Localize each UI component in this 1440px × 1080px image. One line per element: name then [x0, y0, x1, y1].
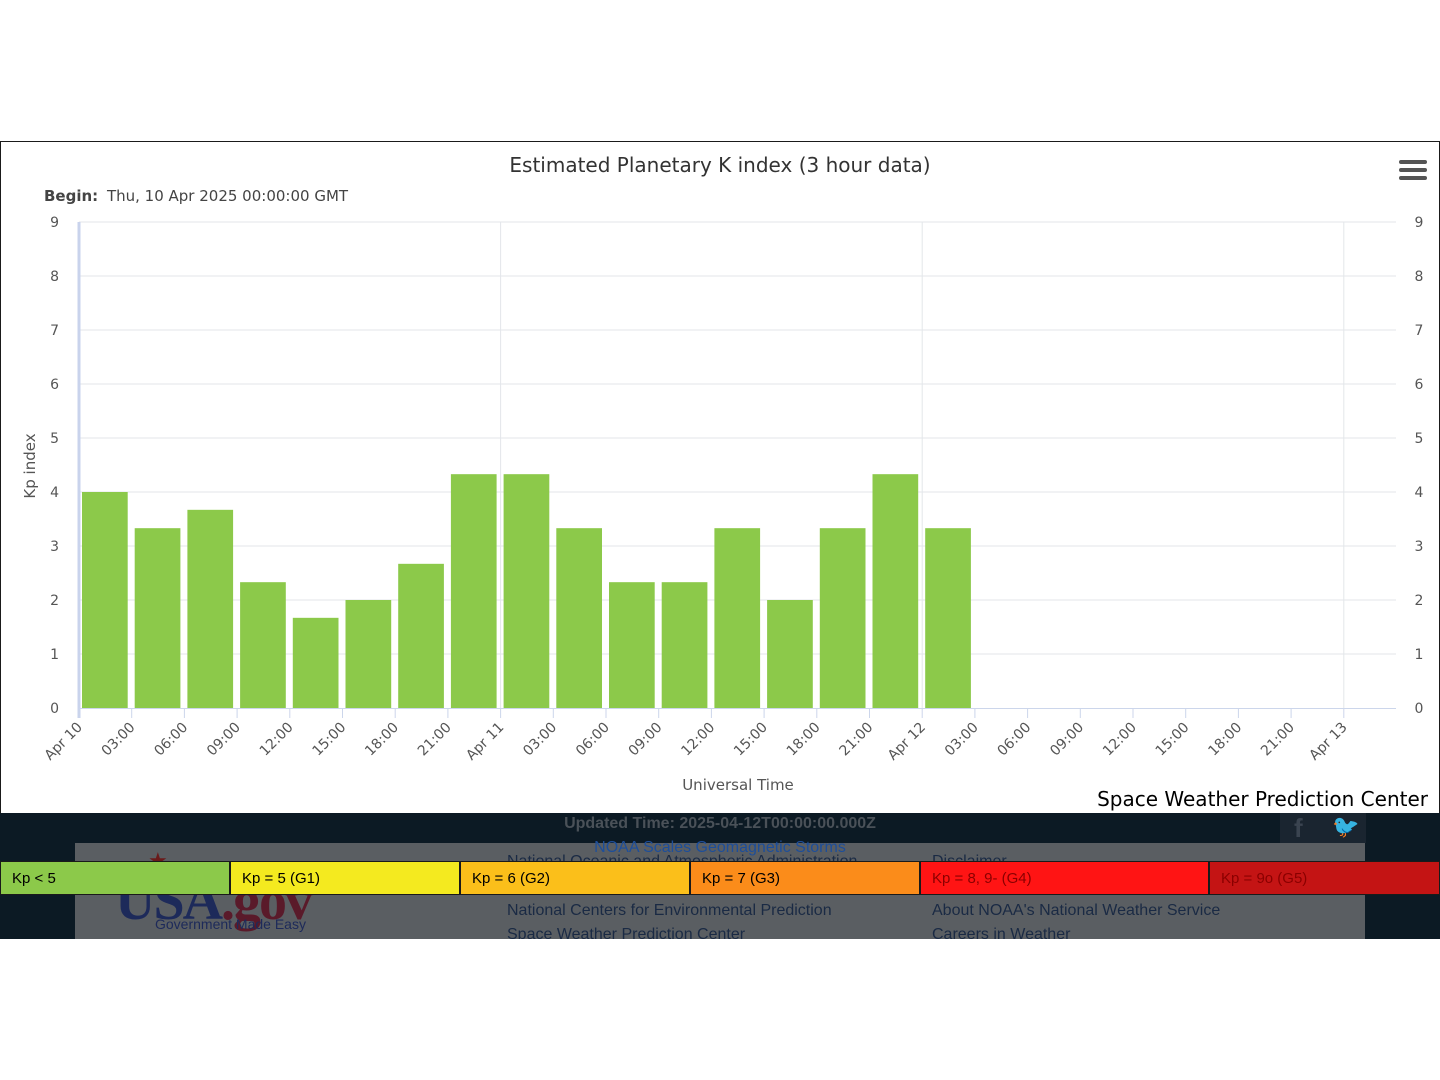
footer-link-ncep[interactable]: National Centers for Environmental Predi…	[507, 902, 832, 919]
y-tick-label: 2	[50, 593, 59, 609]
x-tick-label: 12:00	[1100, 720, 1140, 760]
kp-bar	[819, 528, 866, 708]
kp-bar	[661, 582, 708, 708]
x-tick-label: 09:00	[626, 720, 666, 760]
x-tick-label: 21:00	[836, 720, 876, 760]
legend-item: Kp = 6 (G2)	[460, 861, 690, 895]
menu-bar	[1399, 176, 1427, 180]
x-tick-label: 18:00	[362, 720, 402, 760]
kp-bar	[872, 474, 919, 708]
legend-item: Kp = 9o (G5)	[1209, 861, 1440, 895]
social-links: f 🐦	[1280, 813, 1366, 843]
y-tick-label-right: 7	[1415, 323, 1424, 339]
usa-gov-tagline: Government Made Easy	[155, 916, 306, 932]
y-tick-label: 3	[50, 539, 59, 555]
x-tick-label: 15:00	[1153, 720, 1193, 760]
x-tick-label: Apr 10	[42, 720, 86, 764]
x-tick-label: 12:00	[257, 720, 297, 760]
x-tick-label: Apr 12	[885, 720, 929, 764]
x-tick-label: 15:00	[309, 720, 349, 760]
chart-subtitle: Begin: Thu, 10 Apr 2025 00:00:00 GMT	[44, 187, 349, 205]
x-tick-label: 06:00	[995, 720, 1035, 760]
y-axis-label: Kp index	[21, 433, 39, 498]
subtitle-label: Begin:	[44, 187, 98, 205]
x-tick-label: 09:00	[1047, 720, 1087, 760]
legend-item: Kp < 5	[0, 861, 230, 895]
x-tick-label: 15:00	[731, 720, 771, 760]
kp-bar	[134, 528, 181, 708]
kp-bar	[609, 582, 655, 708]
y-tick-label: 1	[50, 647, 59, 663]
y-tick-label-right: 5	[1415, 431, 1424, 447]
menu-bar	[1399, 160, 1427, 164]
x-tick-label: 18:00	[1205, 720, 1245, 760]
kp-legend: Kp < 5 Kp = 5 (G1) Kp = 6 (G2) Kp = 7 (G3) K…	[0, 861, 1440, 897]
x-tick-label: 21:00	[1258, 720, 1298, 760]
bars	[82, 474, 971, 708]
kp-chart-svg: 0 0 1 1 2 2 3 3 4 4 5 5 6 6 7 7 8 8 9 9 Apr 10 03:00 06:00 09:0…	[21, 153, 1424, 794]
y-tick-label-right: 4	[1415, 485, 1424, 501]
x-tick-label: 03:00	[99, 720, 139, 760]
menu-bar	[1399, 168, 1427, 172]
x-tick-label: Apr 11	[463, 720, 507, 764]
chart-menu-button[interactable]	[1399, 160, 1427, 182]
kp-bar	[82, 492, 128, 708]
chart-title: Estimated Planetary K index (3 hour data…	[509, 153, 930, 177]
kp-chart: 0 0 1 1 2 2 3 3 4 4 5 5 6 6 7 7 8 8 9 9 Apr 10 03:00 06:00 09:0…	[0, 141, 1440, 814]
x-tick-label: Apr 13	[1306, 720, 1350, 764]
x-axis-label: Universal Time	[682, 776, 794, 794]
subtitle-value: Thu, 10 Apr 2025 00:00:00 GMT	[106, 187, 349, 205]
x-tick-label: 06:00	[151, 720, 191, 760]
noaa-scales-link[interactable]: NOAA Scales Geomagnetic Storms	[594, 839, 846, 856]
kp-bar	[503, 474, 550, 708]
kp-bar	[187, 509, 234, 708]
footer-link-about-nws[interactable]: About NOAA's National Weather Service	[932, 902, 1221, 919]
kp-bar	[398, 563, 444, 708]
x-tick-label: 18:00	[784, 720, 824, 760]
x-tick-label: 12:00	[678, 720, 718, 760]
legend-item: Kp = 5 (G1)	[230, 861, 460, 895]
kp-bar	[556, 528, 602, 708]
kp-bar	[767, 600, 813, 708]
kp-bar	[714, 528, 761, 708]
y-tick-label: 9	[50, 215, 59, 231]
legend-item: Kp = 8, 9- (G4)	[920, 861, 1209, 895]
facebook-icon[interactable]: f	[1294, 813, 1303, 843]
footer-link-swpc[interactable]: Space Weather Prediction Center	[507, 926, 746, 939]
kp-bar	[240, 582, 286, 708]
x-tick-label: 09:00	[204, 720, 244, 760]
y-tick-label: 5	[50, 431, 59, 447]
y-tick-label: 0	[50, 701, 59, 717]
footer-link-careers[interactable]: Careers in Weather	[932, 926, 1071, 939]
updated-time: Updated Time: 2025-04-12T00:00:00.000Z	[564, 815, 876, 832]
twitter-icon[interactable]: 🐦	[1332, 815, 1360, 840]
y-tick-label-right: 6	[1415, 377, 1424, 393]
y-tick-label: 4	[50, 485, 59, 501]
x-tick-label: 06:00	[573, 720, 613, 760]
y-tick-label: 6	[50, 377, 59, 393]
kp-bar	[450, 474, 497, 708]
legend-item: Kp = 7 (G3)	[690, 861, 920, 895]
kp-bar	[292, 617, 339, 708]
y-tick-label-right: 3	[1415, 539, 1424, 555]
kp-bar	[925, 528, 971, 708]
kp-bar	[345, 600, 392, 708]
y-tick-label-right: 9	[1415, 215, 1424, 231]
y-tick-label-right: 8	[1415, 269, 1424, 285]
x-tick-label: 21:00	[415, 720, 455, 760]
y-tick-label-right: 2	[1415, 593, 1424, 609]
y-tick-label-right: 1	[1415, 647, 1424, 663]
y-tick-label-right: 0	[1415, 701, 1424, 717]
grid-lines	[79, 221, 1396, 708]
chart-credit[interactable]: Space Weather Prediction Center	[1097, 787, 1428, 811]
y-tick-label: 8	[50, 269, 59, 285]
x-tick-label: 03:00	[942, 720, 982, 760]
y-tick-label: 7	[50, 323, 59, 339]
x-tick-label: 03:00	[520, 720, 560, 760]
